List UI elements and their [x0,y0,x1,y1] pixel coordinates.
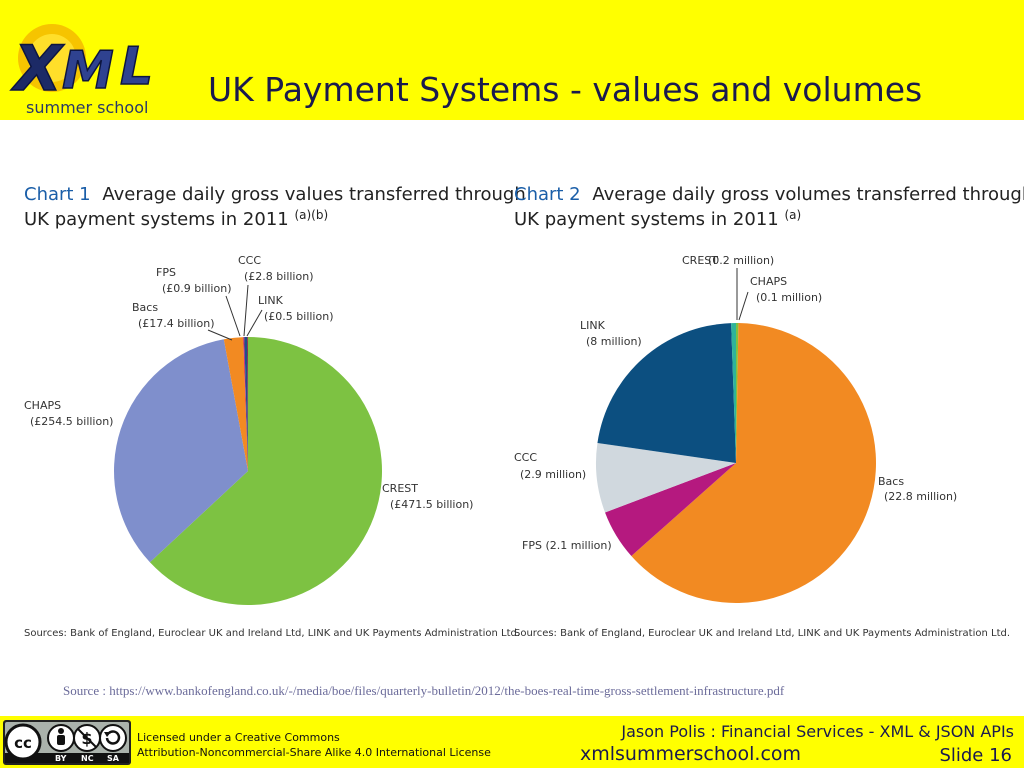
cc-icon: cc [4,723,42,761]
charts-area: Chart 1 Average daily gross values trans… [24,184,1024,639]
chart2-sources: Sources: Bank of England, Euroclear UK a… [514,628,1010,639]
pie-chart-values [114,337,383,605]
svg-text:UK payment systems in 2011: UK payment systems in 2011 (a)(b) [24,208,328,230]
chart1-value-ccc: (£2.8 billion) [244,270,313,283]
chart2-value-crest: (0.2 million) [708,254,774,267]
chart1-value-chaps: (£254.5 billion) [30,415,113,428]
chart1-label-fps: FPS [156,266,176,279]
svg-text:Chart 2 Average daily gros: Chart 2 Average daily gross volumes tran… [514,184,1024,205]
slide-number: Slide 16 [939,745,1012,766]
license-text: Licensed under a Creative Commons Attrib… [137,730,491,760]
chart2-label-bacs: Bacs [878,475,904,488]
chart2-title-line1: Average daily gross volumes transferred … [592,184,1024,205]
chart2-title-sup: (a) [784,208,801,222]
svg-text:UK payment systems in 2011: UK payment systems in 2011 (a) [514,208,801,230]
chart2-slice-crest [731,323,736,463]
chart2-slice-ccc [596,442,736,513]
chart2-slice-fps [605,463,736,557]
chart1-label-link: LINK [258,294,284,307]
license-line1: Licensed under a Creative Commons [137,731,340,744]
chart1-label-chaps: CHAPS [24,399,61,412]
chart1-value-link: (£0.5 billion) [264,310,333,323]
chart1-value-bacs: (£17.4 billion) [138,317,214,330]
chart1-slice-fps [243,337,248,471]
cc-by-nc-sa-badge[interactable]: cc $ BY NC SA [3,720,131,765]
chart1-label-crest: CREST [382,482,418,495]
chart1-sources: Sources: Bank of England, Euroclear UK a… [24,628,520,639]
svg-text:M: M [62,41,114,101]
sun-icon [18,24,86,92]
source-link[interactable]: Source : https://www.bankofengland.co.uk… [63,683,785,698]
slide-footer: cc $ BY NC SA Licensed under a Creative … [0,716,1024,768]
by-icon [47,724,75,752]
slide-header: X M L summer school UK Payment Systems -… [0,0,1024,120]
chart1-slice-chaps [114,339,248,563]
chart2-value-chaps: (0.1 million) [756,291,822,304]
chart2-slice-bacs [631,323,877,604]
svg-text:X: X [10,32,65,105]
site-link[interactable]: xmlsummerschool.com [580,743,802,765]
chart2-leader-lines [736,268,749,321]
chart2-slice-link [597,323,736,463]
badge-label-by: BY [55,754,67,763]
author-line: Jason Polis : Financial Services - XML &… [621,722,1014,741]
page-title: UK Payment Systems - values and volumes [208,70,923,109]
chart1-title-prefix: Chart 1 [24,184,91,205]
chart2-value-ccc: (2.9 million) [520,468,586,481]
chart2-slice-chaps [736,323,739,463]
chart1-title-line2: UK payment systems in 2011 [24,209,289,230]
chart1-leader-lines [207,284,263,341]
chart1-slice-ccc [244,337,248,471]
chart2-label-fps: FPS (2.1 million) [522,539,612,552]
chart1-label-bacs: Bacs [132,301,158,314]
logo-subtitle: summer school [26,98,149,117]
chart2-title-prefix: Chart 2 [514,184,581,205]
chart2-title-line2: UK payment systems in 2011 [514,209,779,230]
chart1-label-ccc: CCC [238,254,261,267]
svg-text:Chart 1 Average daily gros: Chart 1 Average daily gross values trans… [24,184,526,205]
chart1-title-line1: Average daily gross values transferred t… [102,184,525,205]
svg-text:L: L [120,37,153,97]
chart1-slice-crest [149,337,383,605]
chart2-label-crest: CREST [682,254,718,267]
license-line2: Attribution-Noncommercial-Share Alike 4.… [137,746,491,759]
xml-logo: X M L [9,24,154,106]
pie-chart-volumes [596,323,877,604]
sa-icon [99,724,127,752]
nc-icon: $ [73,724,101,752]
badge-label-nc: NC [81,754,94,763]
chart1-slice-bacs [223,337,248,471]
chart1-slice-link [247,337,248,471]
chart2-label-link: LINK [580,319,606,332]
chart1-value-crest: (£471.5 billion) [390,498,473,511]
chart1-value-fps: (£0.9 billion) [162,282,231,295]
chart2-label-chaps: CHAPS [750,275,787,288]
chart2-label-ccc: CCC [514,451,537,464]
chart2-value-bacs: (22.8 million) [884,490,957,503]
badge-label-sa: SA [107,754,120,763]
svg-text:cc: cc [14,734,32,752]
chart2-value-link: (8 million) [586,335,642,348]
chart1-title-sup: (a)(b) [294,208,328,222]
